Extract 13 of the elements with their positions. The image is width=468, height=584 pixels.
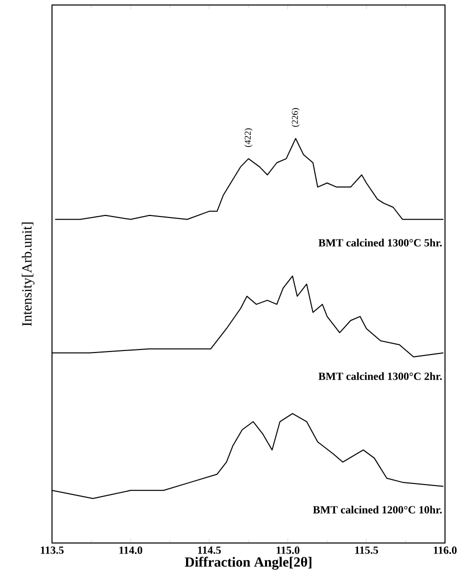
series-label: BMT calcined 1300°C 2hr.: [318, 372, 442, 380]
x-tick-label: 115.0: [276, 546, 300, 554]
annotation: (226): [292, 108, 300, 127]
x-tick-label: 114.0: [119, 546, 142, 554]
x-axis-title: Diffraction Angle[2θ]: [184, 556, 312, 570]
series-label: BMT calcined 1200°C 10hr.: [313, 506, 442, 514]
series-label: BMT calcined 1300°C 5hr.: [318, 238, 442, 247]
x-tick-label: 115.5: [355, 546, 378, 554]
x-tick-label: 114.5: [198, 546, 221, 554]
y-axis-title: Intensity[Arb.unit]: [22, 222, 34, 326]
x-tick-label: 116.0: [434, 546, 457, 554]
annotation: (422): [244, 128, 253, 148]
x-tick-label: 113.5: [40, 546, 64, 554]
